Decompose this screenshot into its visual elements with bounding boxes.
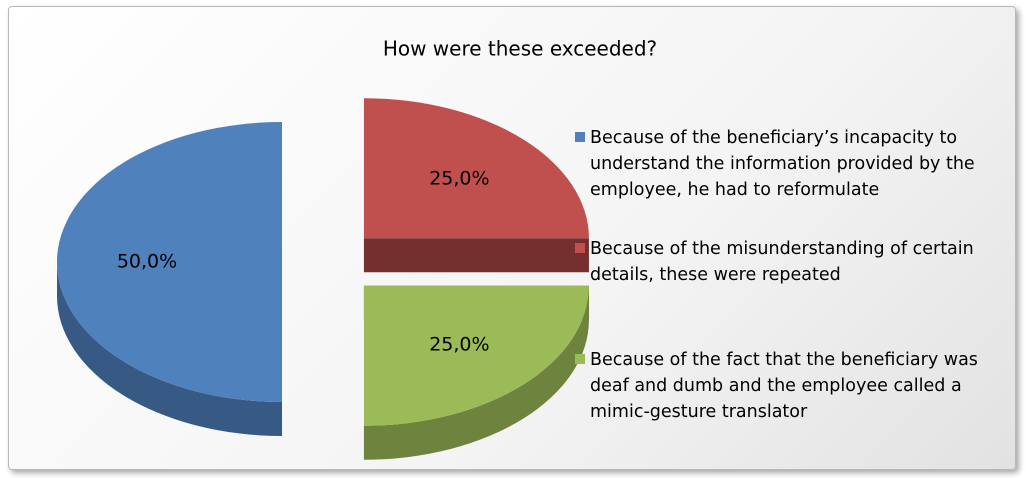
slice-side bbox=[57, 262, 282, 436]
chart-title: How were these exceeded? bbox=[383, 37, 657, 61]
legend-entry: Because of the misunderstanding of certa… bbox=[575, 236, 1020, 288]
legend-label: Because of the fact that the beneficiary… bbox=[590, 350, 978, 422]
pie-slice bbox=[363, 285, 589, 426]
legend-swatch bbox=[575, 243, 585, 253]
legend-swatch bbox=[575, 354, 585, 364]
pie-slice bbox=[57, 122, 282, 402]
data-label: 50,0% bbox=[117, 251, 177, 273]
legend-label: Because of the misunderstanding of certa… bbox=[590, 239, 974, 285]
data-label: 25,0% bbox=[429, 167, 489, 189]
legend-swatch bbox=[575, 132, 585, 142]
slice-cut-face bbox=[363, 238, 589, 273]
pie-slice bbox=[363, 98, 589, 239]
legend-label: Because of the beneficiary’s incapacity … bbox=[590, 128, 975, 200]
data-label: 25,0% bbox=[429, 334, 489, 356]
legend-entry: Because of the fact that the beneficiary… bbox=[575, 347, 1020, 425]
legend-entry: Because of the beneficiary’s incapacity … bbox=[575, 125, 1020, 203]
slice-side bbox=[363, 285, 589, 460]
